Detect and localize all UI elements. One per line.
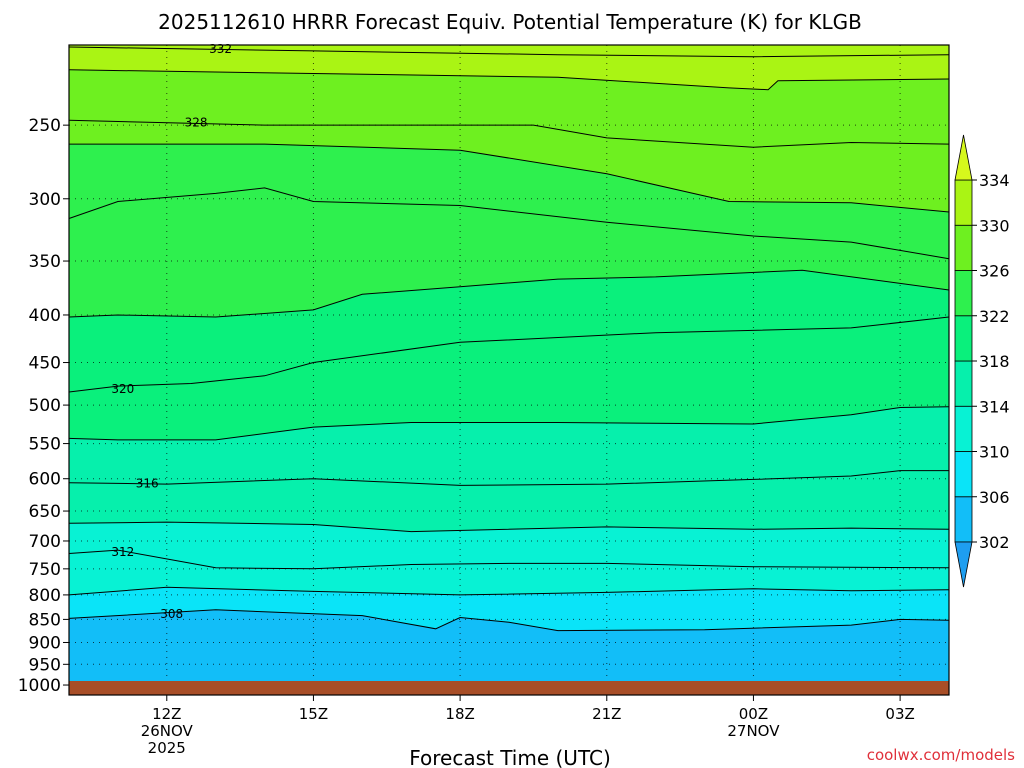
contour-line-308: [68, 609, 950, 632]
y-tick-label: 650: [29, 502, 61, 522]
colorbar-swatch: [954, 405, 973, 452]
y-tick-label: 950: [29, 655, 61, 675]
contour-label-332: 332: [209, 42, 232, 56]
y-tick-label: 600: [29, 470, 61, 490]
colorbar-label: 322: [979, 307, 1010, 326]
x-tick-label: 00Z: [739, 705, 768, 723]
colorbar-label: 330: [979, 216, 1010, 235]
colorbar: 302 306 310 314 318 322 326 330 334: [954, 134, 1010, 588]
colorbar-label: 302: [979, 533, 1010, 552]
y-tick-label: 450: [29, 354, 61, 374]
y-tick-label: 500: [29, 396, 61, 416]
contour-fill-332: [69, 45, 949, 57]
y-tick-label: 700: [29, 532, 61, 552]
x-axis-label: Forecast Time (UTC): [409, 746, 611, 768]
contour-line-320: [68, 316, 950, 393]
y-tick-label: 400: [29, 306, 61, 326]
chart-title: 2025112610 HRRR Forecast Equiv. Potentia…: [158, 10, 862, 34]
colorbar-label: 310: [979, 443, 1010, 462]
colorbar-arrow-bottom: [954, 541, 973, 588]
y-tick-label: 550: [29, 435, 61, 455]
contour-label-316: 316: [136, 476, 159, 490]
colorbar-swatch: [954, 496, 973, 543]
y-tick-label: 850: [29, 610, 61, 630]
plot-frame: [68, 44, 950, 696]
contour-label-312: 312: [111, 545, 134, 559]
y-tick-label: 1000: [18, 676, 61, 696]
x-tick-date: 27NOV: [727, 722, 780, 740]
colorbar-label: 306: [979, 488, 1010, 507]
x-tick-label: 15Z: [299, 705, 328, 723]
contour-line-330: [68, 69, 950, 91]
x-tick-label: 21Z: [592, 705, 621, 723]
colorbar-swatch: [954, 360, 973, 407]
colorbar-label: 326: [979, 262, 1010, 281]
contour-line-314: [68, 521, 950, 533]
x-tick-date: 26NOV: [141, 722, 194, 740]
colorbar-swatch: [954, 270, 973, 317]
contour-line-332: [68, 46, 950, 58]
terrain-strip: [69, 681, 949, 695]
contour-label-320: 320: [111, 382, 134, 396]
x-tick-label: 12Z: [152, 705, 181, 723]
contour-line-316: [68, 470, 949, 486]
colorbar-swatch: [954, 315, 973, 362]
contour-line-312: [68, 549, 950, 570]
contour-line-318: [68, 406, 950, 441]
y-tick-label: 900: [29, 633, 61, 653]
colorbar-swatch: [954, 451, 973, 498]
y-tick-label: 750: [29, 560, 61, 580]
plot-area: 332 328 320 316 312 308: [68, 42, 950, 695]
colorbar-swatch: [954, 179, 973, 226]
colorbar-swatch: [954, 224, 973, 271]
y-tick-label: 800: [29, 586, 61, 606]
contour-line-310: [68, 586, 950, 596]
colorbar-arrow-top: [954, 134, 973, 181]
y-tick-label: 250: [29, 116, 61, 136]
credit-text: coolwx.com/models: [867, 746, 1015, 764]
contour-line-326: [69, 143, 950, 213]
x-tick-year: 2025: [148, 739, 186, 757]
colorbar-label: 318: [979, 352, 1010, 371]
contour-label-328: 328: [185, 116, 208, 130]
contour-label-308: 308: [160, 607, 183, 621]
x-tick-label: 18Z: [445, 705, 474, 723]
y-tick-label: 300: [29, 190, 61, 210]
colorbar-label: 314: [979, 397, 1010, 416]
y-tick-label: 350: [29, 252, 61, 272]
axes: 250 300 350 400 450 500 550 600 650 700 750 800 850 9…: [18, 44, 950, 757]
colorbar-label: 334: [979, 171, 1010, 190]
contour-line-324: [68, 187, 950, 260]
x-tick-label: 03Z: [885, 705, 914, 723]
